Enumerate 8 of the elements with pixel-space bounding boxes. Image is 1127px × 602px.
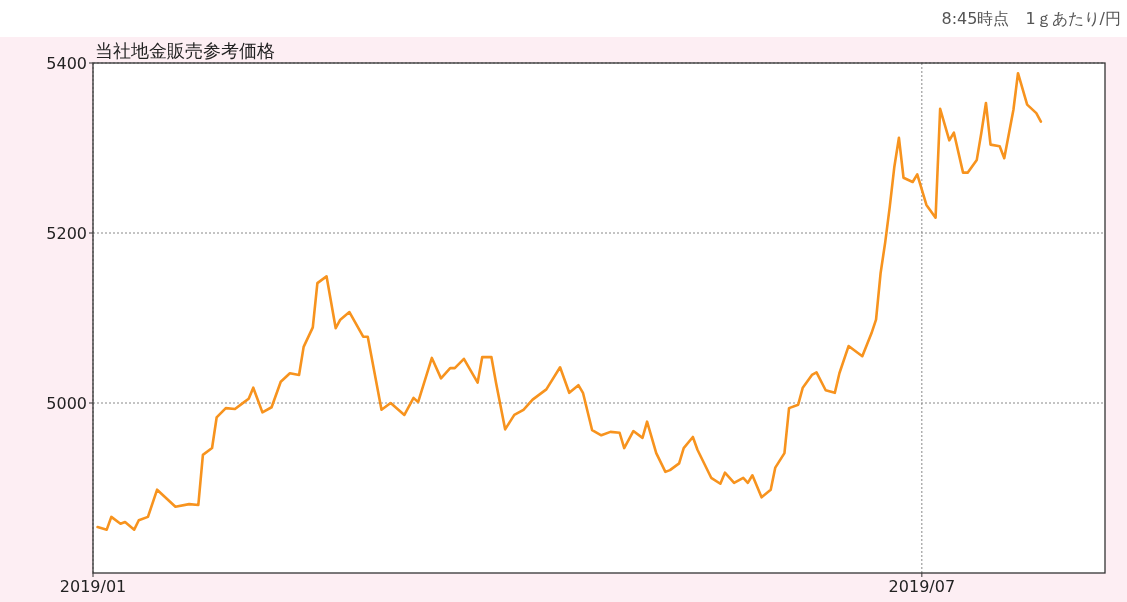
chart-title: 当社地金販売参考価格 <box>95 40 275 61</box>
line-series <box>96 71 1043 531</box>
y-tick-label: 5200 <box>46 224 87 243</box>
text: 8:45時点 1ｇあたり/円 <box>941 9 1121 28</box>
y-tick-label: 5400 <box>46 54 87 73</box>
x-tick-label: 2019/01 <box>59 577 127 596</box>
x-tick-label: 2019/07 <box>888 577 956 596</box>
y-tick-label: 5000 <box>46 394 87 413</box>
